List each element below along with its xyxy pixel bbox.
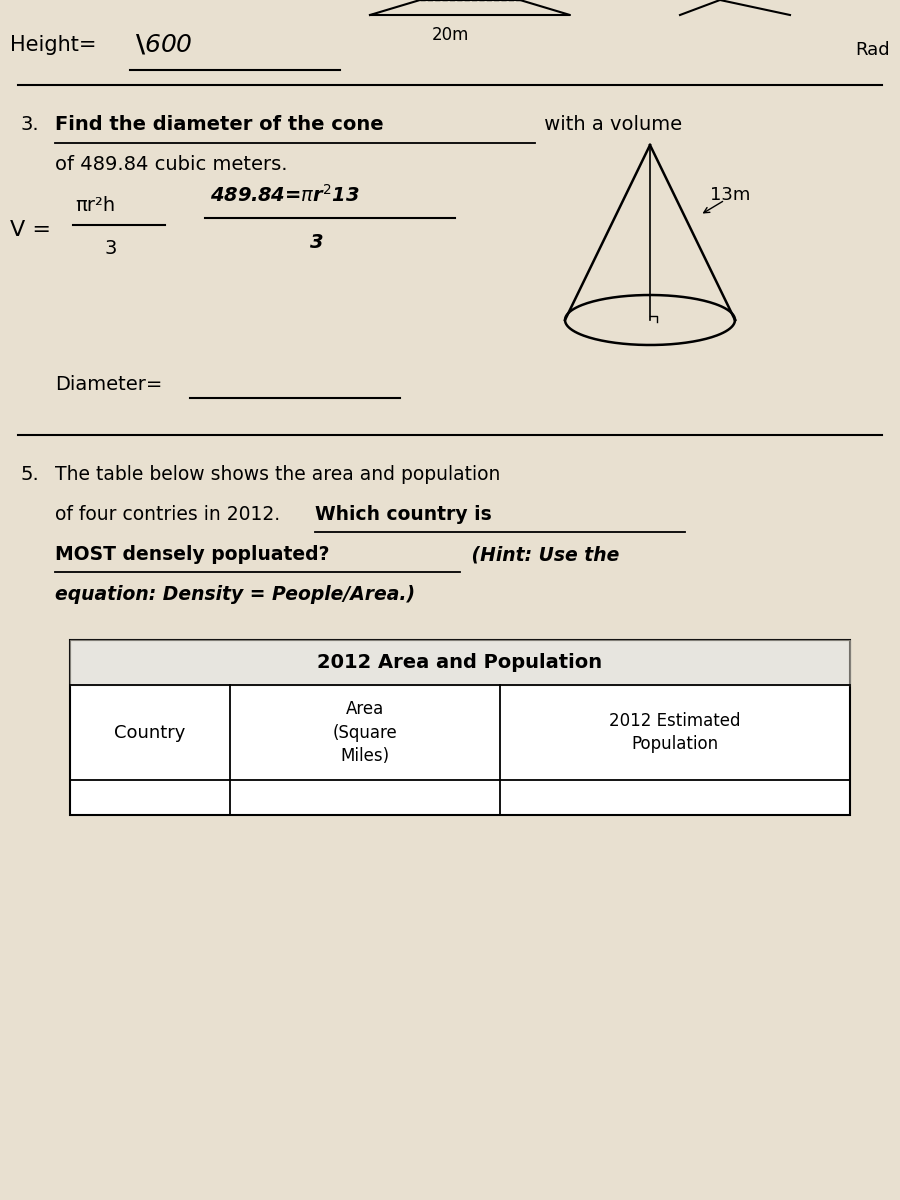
Text: 5.: 5. bbox=[20, 466, 39, 485]
Text: MOST densely popluated?: MOST densely popluated? bbox=[55, 546, 329, 564]
Text: Diameter=: Diameter= bbox=[55, 376, 162, 395]
Text: $\mathbf{\backslash}$600: $\mathbf{\backslash}$600 bbox=[135, 32, 193, 56]
Text: 3: 3 bbox=[310, 234, 324, 252]
Text: of four contries in 2012.: of four contries in 2012. bbox=[55, 505, 292, 524]
Text: Country: Country bbox=[114, 724, 185, 742]
FancyBboxPatch shape bbox=[70, 640, 850, 815]
Text: Which country is: Which country is bbox=[315, 505, 491, 524]
Text: πr²h: πr²h bbox=[75, 196, 115, 215]
Text: Find the diameter of the cone: Find the diameter of the cone bbox=[55, 115, 383, 134]
Text: 2012 Area and Population: 2012 Area and Population bbox=[318, 653, 603, 672]
Text: Height=: Height= bbox=[10, 35, 96, 55]
Text: 13m: 13m bbox=[710, 186, 751, 204]
Text: (Hint: Use the: (Hint: Use the bbox=[465, 546, 619, 564]
Text: equation: Density = People/Area.): equation: Density = People/Area.) bbox=[55, 586, 415, 605]
Text: 3: 3 bbox=[105, 239, 117, 258]
Text: 489.84=$\pi$r$^2$13: 489.84=$\pi$r$^2$13 bbox=[210, 184, 360, 206]
Text: 3.: 3. bbox=[20, 115, 39, 134]
Text: 20m: 20m bbox=[431, 26, 469, 44]
Text: Rad: Rad bbox=[855, 41, 889, 59]
Text: of 489.84 cubic meters.: of 489.84 cubic meters. bbox=[55, 156, 287, 174]
Text: with a volume: with a volume bbox=[538, 115, 682, 134]
Text: The table below shows the area and population: The table below shows the area and popul… bbox=[55, 466, 500, 485]
Text: V =: V = bbox=[10, 220, 51, 240]
Text: 2012 Estimated
Population: 2012 Estimated Population bbox=[609, 712, 741, 754]
Text: Area
(Square
Miles): Area (Square Miles) bbox=[333, 700, 398, 766]
